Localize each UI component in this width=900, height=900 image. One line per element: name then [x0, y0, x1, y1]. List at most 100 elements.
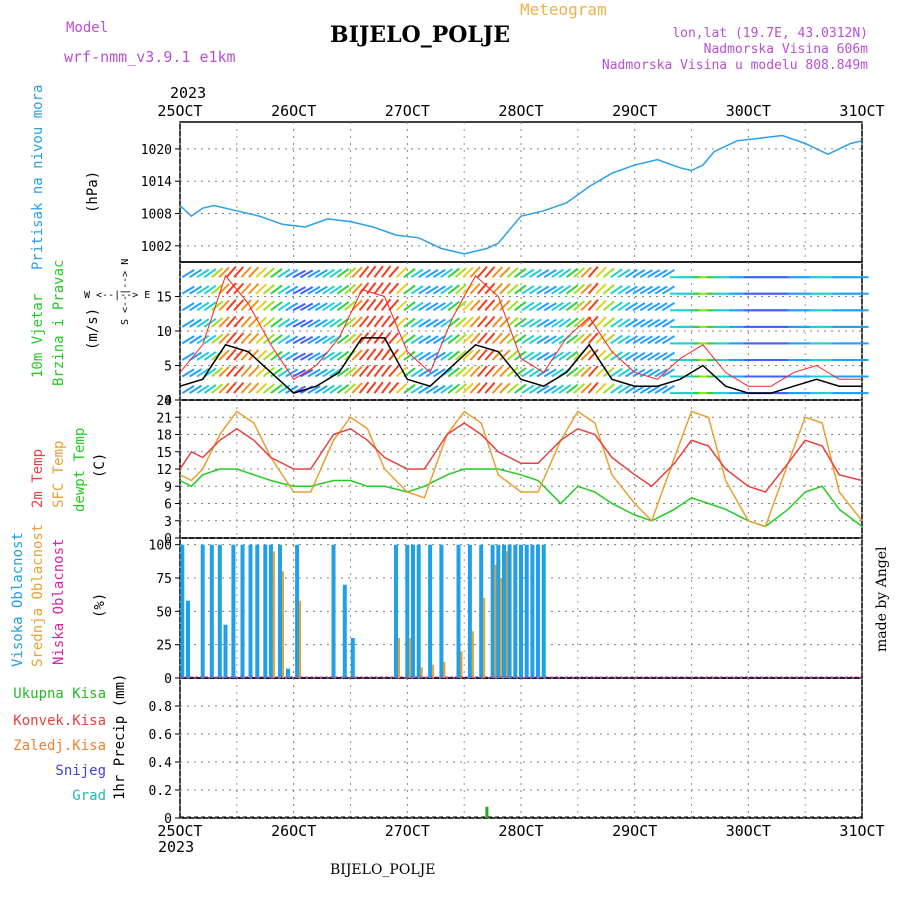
wind-barb	[314, 269, 328, 279]
temp-unit: (C)	[92, 453, 108, 478]
wind-barb	[573, 316, 586, 328]
wind-barb	[270, 334, 283, 345]
wind-compass-ew: W <--|--> E	[84, 290, 150, 301]
wind-barb	[418, 351, 432, 361]
wind-barb	[211, 383, 224, 394]
wind-barb	[344, 316, 357, 328]
wind-barb	[639, 269, 653, 279]
wind-barb	[322, 384, 335, 394]
wind-barb	[211, 267, 224, 278]
wind-barb	[358, 265, 370, 278]
wind-barb	[521, 384, 535, 394]
wind-barb	[595, 283, 607, 295]
wind-barb	[573, 300, 586, 312]
wind-barb	[558, 301, 572, 312]
wind-speed-line	[179, 337, 862, 394]
wind-barb	[322, 335, 335, 345]
wind-barb	[262, 366, 275, 378]
wind-barb	[587, 315, 599, 328]
mid-cloud-bar	[494, 564, 497, 678]
wind-barb	[499, 365, 511, 378]
wind-barb	[366, 348, 377, 361]
altitude-label: Nadmorska Visina 606m	[703, 42, 868, 57]
wind-barb	[351, 332, 363, 345]
wind-barb	[587, 348, 599, 361]
wind-barb	[602, 300, 615, 312]
wind-barb	[181, 269, 195, 279]
wind-barb	[403, 350, 416, 361]
wind-barb	[565, 383, 579, 394]
wind-barb	[314, 285, 328, 295]
wind-barb	[248, 266, 260, 278]
temp-ylabel-2: SFC Temp	[51, 441, 67, 508]
high-cloud-bar	[496, 544, 501, 678]
wind-barb	[639, 285, 653, 295]
wind-barb	[248, 283, 260, 295]
wind-barb	[358, 381, 370, 394]
wind-barb	[565, 334, 579, 345]
wind-barb	[277, 334, 291, 345]
wind-barb	[543, 335, 557, 345]
wind-barb	[425, 285, 439, 295]
wind-barb	[536, 318, 550, 328]
wind-barb	[506, 300, 519, 312]
x-tick-label-bottom: 25OCT	[157, 822, 202, 840]
wind-barb	[418, 368, 432, 378]
wind-barb	[528, 384, 542, 394]
wind-barb	[558, 334, 572, 345]
wind-barb	[536, 302, 550, 312]
wind-barb	[381, 331, 392, 345]
y-tick-label-precip: 0.4	[149, 756, 173, 771]
wind-barb	[484, 348, 496, 361]
wind-barb	[558, 284, 572, 295]
wind-barb	[639, 385, 653, 394]
wind-barb	[225, 381, 237, 394]
wind-barb	[300, 286, 314, 295]
wind-barb	[528, 318, 542, 328]
wind-barb	[233, 282, 245, 295]
wind-barb	[484, 332, 496, 345]
wind-barb	[528, 285, 542, 295]
wind-barb	[536, 268, 550, 279]
wind-barbs	[181, 265, 869, 395]
wind-barb	[521, 285, 535, 295]
wind-barb	[381, 364, 392, 378]
wind-barb	[381, 265, 392, 278]
wind-barb	[366, 265, 377, 278]
wind-barb	[285, 368, 299, 378]
wind-barb	[277, 268, 291, 279]
x-tick-label-top: 25OCT	[157, 102, 202, 120]
wind-barb	[218, 382, 230, 394]
wind-barb	[358, 365, 370, 378]
wind-barb	[432, 368, 446, 378]
wind-barb	[403, 334, 416, 345]
wind-barb	[218, 365, 230, 378]
wind-barb	[661, 285, 675, 295]
mid-cloud-bar	[471, 631, 474, 678]
wind-barb	[292, 369, 306, 378]
wind-barb	[418, 268, 432, 279]
wind-barb	[300, 335, 314, 345]
wind-barb	[410, 301, 424, 312]
wind-barb	[454, 383, 467, 394]
wind-barb	[248, 349, 260, 361]
y-tick-label-pressure: 1002	[141, 240, 172, 255]
wind-barb	[528, 334, 542, 345]
wind-barb	[469, 332, 481, 345]
wind-barb	[307, 269, 321, 279]
wind-barb	[543, 368, 557, 378]
pressure-unit: (hPa)	[85, 171, 101, 213]
wind-barb	[469, 299, 481, 311]
wind-barb	[580, 365, 592, 378]
wind-barb	[610, 301, 623, 312]
wind-barb	[262, 383, 275, 394]
mid-cloud-bar	[299, 600, 302, 678]
wind-barb	[595, 382, 607, 394]
high-cloud-bar	[342, 584, 347, 678]
wind-barb	[418, 301, 432, 312]
wind-barb	[543, 385, 557, 394]
wind-barb	[528, 351, 542, 361]
wind-barb	[580, 382, 592, 394]
wind-barb	[189, 268, 203, 279]
